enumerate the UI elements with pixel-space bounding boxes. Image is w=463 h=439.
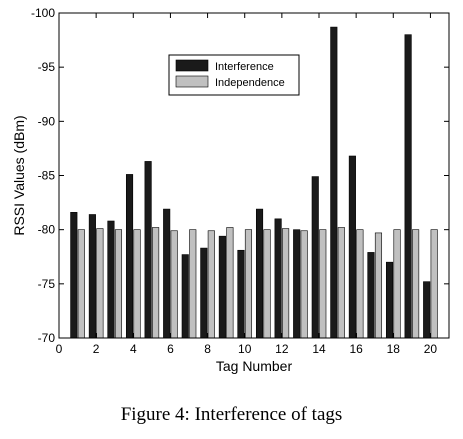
bar-interference-tag-18 [385, 261, 394, 339]
bar-interference-tag-4 [125, 174, 134, 339]
bar-interference-tag-2 [88, 214, 96, 339]
y-tick-label: -90 [38, 114, 56, 128]
y-tick-label: -95 [38, 60, 56, 74]
x-axis-label: Tag Number [216, 358, 293, 374]
bar-independence-tag-11 [263, 229, 271, 339]
bars-group [70, 26, 438, 339]
legend-swatch-independence [175, 75, 209, 88]
bar-independence-tag-12 [282, 228, 290, 339]
bar-independence-tag-20 [430, 229, 438, 339]
y-tick-label: -100 [31, 6, 55, 20]
bar-independence-tag-1 [77, 229, 85, 339]
bar-independence-tag-6 [170, 230, 178, 339]
figure-caption: Figure 4: Interference of tags [120, 404, 343, 425]
bar-independence-tag-7 [189, 229, 197, 339]
bar-independence-tag-15 [337, 227, 345, 339]
bar-independence-tag-3 [114, 229, 123, 339]
y-tick-label: -80 [38, 223, 56, 237]
bar-interference-tag-1 [70, 212, 78, 339]
x-tick-label: 18 [387, 342, 401, 356]
x-tick-label: 16 [349, 342, 363, 356]
bar-interference-tag-14 [311, 176, 319, 339]
legend-swatch-interference [175, 59, 209, 72]
y-tick-label: -70 [38, 331, 56, 345]
bar-interference-tag-13 [293, 229, 301, 339]
bar-interference-tag-17 [367, 252, 375, 339]
y-axis-label: RSSI Values (dBm) [11, 115, 27, 235]
x-tick-label: 14 [312, 342, 326, 356]
bar-interference-tag-16 [348, 155, 356, 339]
bar-interference-tag-3 [107, 220, 115, 339]
bar-independence-tag-9 [226, 227, 234, 339]
legend-label-interference: Interference [215, 61, 274, 73]
x-tick-label: 2 [93, 342, 100, 356]
y-tick-label: -75 [38, 277, 56, 291]
x-tick-label: 4 [130, 342, 137, 356]
x-tick-label: 10 [238, 342, 252, 356]
bar-interference-tag-10 [237, 249, 245, 339]
x-tick-label: 6 [167, 342, 174, 356]
bar-interference-tag-9 [218, 235, 226, 339]
bar-independence-tag-16 [356, 229, 364, 339]
bar-independence-tag-18 [393, 229, 401, 339]
x-tick-label: 8 [204, 342, 211, 356]
bar-independence-tag-13 [300, 230, 308, 339]
bar-interference-tag-12 [274, 218, 282, 339]
bar-independence-tag-5 [152, 227, 160, 339]
bar-independence-tag-4 [133, 229, 141, 339]
bar-independence-tag-8 [207, 230, 215, 339]
bar-independence-tag-2 [96, 228, 104, 339]
bar-independence-tag-14 [319, 229, 327, 339]
legend: Interference Independence [168, 54, 300, 96]
rssi-bar-chart: 0 2 4 6 8 10 12 14 16 18 20-70-75-80-85-90-95-100 … [11, 6, 450, 374]
bar-interference-tag-8 [200, 247, 208, 339]
bar-interference-tag-5 [144, 161, 152, 339]
legend-label-independence: Independence [215, 77, 285, 89]
y-tick-label: -85 [38, 169, 56, 183]
bar-independence-tag-10 [244, 229, 253, 339]
plot-frame [58, 12, 450, 339]
bar-interference-tag-15 [330, 26, 338, 339]
bar-interference-tag-19 [404, 34, 412, 339]
x-tick-label: 0 [56, 342, 63, 356]
bar-independence-tag-17 [374, 232, 383, 339]
bar-interference-tag-11 [255, 208, 264, 339]
bar-interference-tag-6 [163, 208, 171, 339]
x-tick-label: 12 [275, 342, 289, 356]
bar-interference-tag-20 [423, 281, 431, 339]
x-tick-label: 20 [424, 342, 438, 356]
bar-independence-tag-19 [412, 229, 420, 339]
bar-interference-tag-7 [181, 254, 189, 339]
